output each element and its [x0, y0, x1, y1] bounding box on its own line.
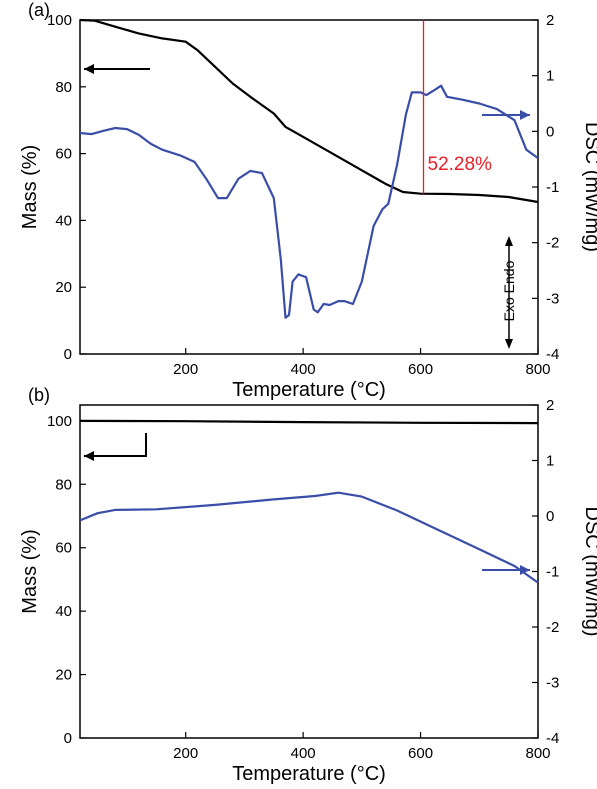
panel-b-y-right-tick-label: 0: [546, 508, 554, 525]
panel-a-weight-loss-annotation: 52.28%: [428, 154, 493, 175]
panel-b-y-right-tick-label: 2: [546, 397, 554, 414]
panel-b-y-left-axis-label: Mass (%): [19, 529, 41, 613]
panel-a-exo-endo-label: Exo Endo: [501, 260, 517, 321]
panel-b-y-right-tick-label: -1: [546, 564, 559, 581]
panel-b-x-tick-label: 600: [408, 745, 433, 762]
panel-a-mass-curve: [79, 18, 539, 204]
panel-b-mass-axis-arrow-shaft: [84, 433, 147, 457]
panel-b-mass-axis-arrow-head: [84, 451, 94, 461]
panel-a-y-left-tick-label: 20: [55, 279, 72, 296]
panel-a-dsc-axis-arrow-head: [520, 110, 530, 120]
panel-a-y-right-tick-label: -3: [546, 290, 559, 307]
panel-a-y-right-tick-label: -1: [546, 179, 559, 196]
panel-a-y-right-tick-label: -2: [546, 235, 559, 252]
panel-b-dsc-axis-arrow-head: [520, 565, 530, 575]
panel-b-x-axis-label: Temperature (°C): [232, 763, 386, 785]
panel-b-y-left-tick-label: 40: [55, 603, 72, 620]
panel-b-y-left-tick-label: 100: [47, 413, 72, 430]
panel-a-endo-arrow-head: [505, 236, 513, 246]
panel-a-exo-arrow-head: [505, 339, 513, 349]
panel-b-y-right-tick-label: -4: [546, 730, 559, 747]
panel-a-y-right-tick-label: 2: [546, 12, 554, 29]
panel-a-x-axis-label: Temperature (°C): [232, 379, 386, 401]
panel-b-y-left-tick-label: 0: [64, 730, 72, 747]
panel-a-x-tick-label: 600: [408, 361, 433, 378]
panel-b-panel-label: (b): [28, 385, 50, 405]
panel-a-y-left-tick-label: 100: [47, 12, 72, 29]
panel-b-y-right-tick-label: -3: [546, 675, 559, 692]
panel-a-y-right-tick-label: 1: [546, 68, 554, 85]
panel-b-x-tick-label: 800: [525, 745, 550, 762]
panel-a-panel-label: (a): [28, 0, 50, 20]
panel-a-y-left-tick-label: 80: [55, 79, 72, 96]
panel-b-x-tick-label: 400: [291, 745, 316, 762]
panel-a-x-tick-label: 400: [291, 361, 316, 378]
panel-a-plot-frame: [79, 19, 539, 355]
panel-b-y-left-tick-label: 80: [55, 476, 72, 493]
panel-a-y-left-tick-label: 40: [55, 212, 72, 229]
panel-b-mass-curve: [79, 419, 539, 425]
panel-b-plot-frame: [79, 404, 539, 739]
panel-b-y-right-tick-label: 1: [546, 453, 554, 470]
panel-a-dsc-curve: [79, 84, 539, 319]
panel-a-x-tick-label: 800: [525, 361, 550, 378]
panel-a-y-right-axis-label: DSC (mW/mg): [581, 122, 597, 252]
panel-a-y-left-tick-label: 60: [55, 146, 72, 163]
panel-b-y-left-tick-label: 20: [55, 667, 72, 684]
panel-a-x-tick-label: 200: [173, 361, 198, 378]
panel-a-y-right-tick-label: 0: [546, 123, 554, 140]
panel-b-y-right-axis-label: DSC (mW/mg): [581, 507, 597, 637]
panel-b-x-tick-label: 200: [173, 745, 198, 762]
panel-a-y-left-tick-label: 0: [64, 346, 72, 363]
panel-b-y-right-tick-label: -2: [546, 619, 559, 636]
panel-a-y-left-axis-label: Mass (%): [19, 145, 41, 229]
panel-a-y-right-tick-label: -4: [546, 346, 559, 363]
panel-b-dsc-curve: [79, 491, 539, 584]
panel-a-mass-axis-arrow-head: [84, 64, 94, 74]
panel-b-y-left-tick-label: 60: [55, 540, 72, 557]
